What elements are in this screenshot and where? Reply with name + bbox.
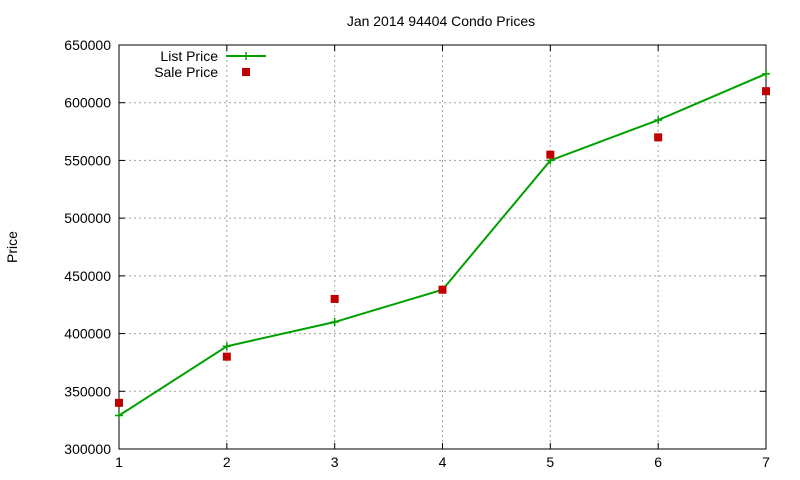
grid-lines: [119, 45, 766, 449]
legend-entry: Sale Price: [154, 64, 250, 80]
data-point: [654, 133, 663, 142]
y-tick-label: 550000: [64, 152, 111, 168]
x-tick-label: 7: [762, 454, 770, 470]
y-tick-label: 400000: [64, 326, 111, 342]
legend-label: Sale Price: [154, 64, 218, 80]
data-point: [222, 352, 231, 361]
legend-entry: List Price: [160, 48, 266, 64]
data-point: [115, 411, 123, 420]
data-point: [546, 150, 555, 159]
legend-label: List Price: [160, 48, 218, 64]
data-point: [330, 318, 339, 327]
x-tick-label: 1: [115, 454, 123, 470]
y-tick-label: 450000: [64, 268, 111, 284]
axes: 300000 350000 400000 450000 500000 550000 6000…: [64, 37, 770, 470]
data-point: [222, 342, 231, 351]
x-tick-label: 4: [439, 454, 447, 470]
legend-marker: [242, 68, 250, 76]
series-list-price: [115, 69, 770, 420]
data-point: [115, 398, 123, 407]
series-sale-price: [115, 87, 770, 407]
legend-marker: [242, 52, 250, 60]
x-tick-label: 5: [546, 454, 554, 470]
data-point: [762, 87, 770, 96]
x-tick-label: 2: [223, 454, 231, 470]
data-point: [654, 116, 663, 125]
chart-title: Jan 2014 94404 Condo Prices: [347, 13, 535, 29]
data-point: [330, 294, 339, 303]
data-point: [762, 69, 770, 78]
y-tick-label: 500000: [64, 210, 111, 226]
y-tick-label: 300000: [64, 441, 111, 457]
y-tick-label: 600000: [64, 95, 111, 111]
data-point: [438, 285, 447, 294]
y-tick-label: 650000: [64, 37, 111, 53]
x-tick-label: 6: [654, 454, 662, 470]
y-axis-label: Price: [4, 231, 20, 263]
y-tick-label: 350000: [64, 383, 111, 399]
plot-series: [115, 69, 770, 420]
x-tick-label: 3: [331, 454, 339, 470]
